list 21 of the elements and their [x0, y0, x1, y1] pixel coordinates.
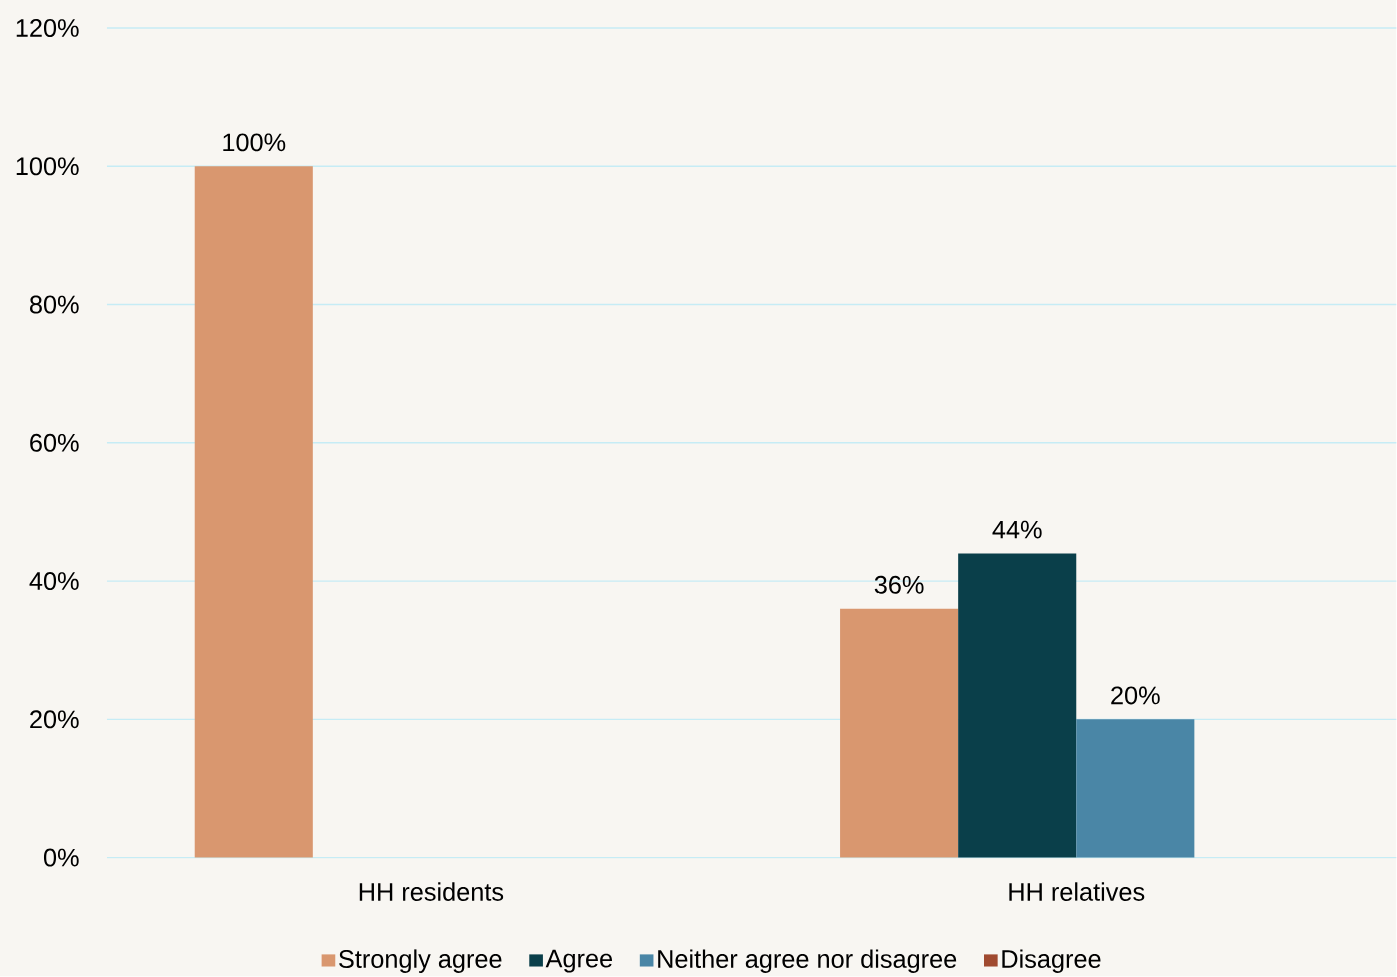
- bar: [958, 553, 1077, 858]
- x-tick-label: HH relatives: [1009, 882, 1145, 901]
- bar: [840, 608, 959, 858]
- bar: [1076, 719, 1195, 858]
- legend-label: Agree: [545, 949, 613, 973]
- data-label: 100%: [223, 133, 286, 152]
- y-tick-label: 60%: [30, 433, 79, 452]
- data-label: 44%: [992, 520, 1042, 539]
- y-tick-label: 40%: [29, 572, 79, 591]
- legend-label: Neither agree nor disagree: [658, 949, 957, 974]
- data-label: 20%: [1111, 686, 1160, 705]
- legend-label: Strongly agree: [339, 949, 502, 974]
- y-tick-label: 0%: [43, 848, 79, 867]
- y-tick-label: 80%: [30, 295, 79, 314]
- y-tick-label: 120%: [16, 19, 79, 38]
- y-tick-label: 20%: [30, 710, 79, 729]
- legend-label: Disagree: [1002, 949, 1101, 974]
- bar: [194, 166, 313, 858]
- x-tick-label: HH residents: [359, 882, 504, 901]
- data-label: 36%: [874, 575, 924, 594]
- y-tick-label: 100%: [16, 157, 79, 176]
